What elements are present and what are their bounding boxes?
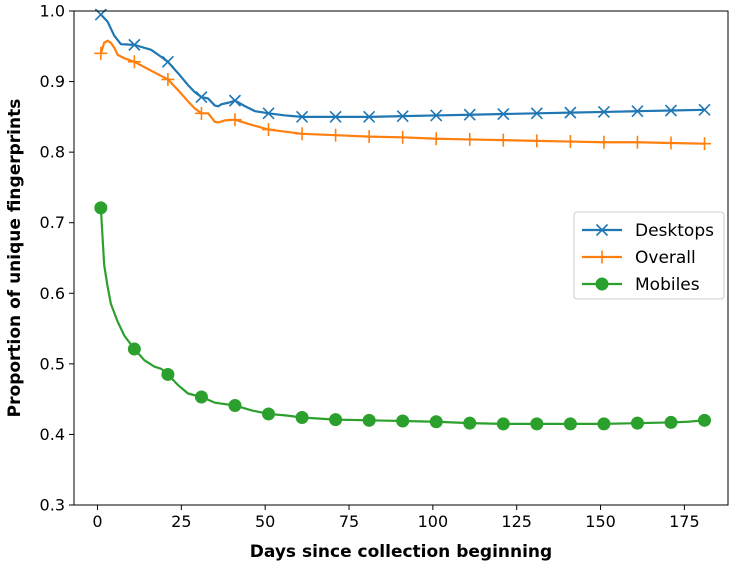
data-point-mobiles [496, 417, 510, 431]
data-point-overall [463, 132, 477, 146]
y-axis-label: Proportion of unique fingerprints [5, 99, 25, 418]
legend-box [573, 211, 725, 300]
data-point-overall [530, 134, 544, 148]
data-point-overall [630, 135, 644, 149]
data-point-mobiles [161, 367, 175, 381]
data-point-desktops [363, 110, 376, 123]
data-point-mobiles [94, 201, 108, 215]
data-point-mobiles [396, 414, 410, 428]
data-point-overall [396, 130, 410, 144]
data-point-mobiles [295, 410, 309, 424]
data-point-mobiles [630, 416, 644, 430]
series-mobiles [94, 201, 712, 431]
y-axis-ticks: 0.3 0.4 0.5 0.6 0.7 0.8 0.9 1.0 [40, 2, 74, 515]
data-point-desktops [430, 109, 443, 122]
y-tick-label: 0.9 [40, 72, 65, 91]
data-point-mobiles [530, 417, 544, 431]
data-point-mobiles [698, 413, 712, 427]
x-axis-ticks: 0 25 50 75 100 125 150 175 [92, 505, 700, 531]
data-point-mobiles [463, 416, 477, 430]
data-point-mobiles [329, 413, 343, 427]
y-tick-label: 0.7 [40, 213, 65, 232]
data-point-overall [597, 135, 611, 149]
data-point-mobiles [664, 415, 678, 429]
x-tick-label: 125 [501, 512, 532, 531]
x-axis-label: Days since collection beginning [250, 542, 552, 562]
data-point-overall [228, 113, 242, 127]
data-point-overall [329, 128, 343, 142]
data-point-overall [194, 106, 208, 120]
data-point-desktops [228, 94, 242, 107]
y-tick-label: 0.4 [40, 425, 65, 444]
legend-marker [595, 223, 609, 237]
data-point-desktops [329, 110, 342, 123]
data-point-desktops [195, 91, 208, 104]
plot-frame [73, 10, 729, 506]
data-point-overall [563, 135, 577, 149]
data-point-mobiles [262, 407, 276, 421]
data-point-overall [262, 123, 276, 137]
data-point-desktops [497, 107, 510, 121]
data-point-mobiles [228, 398, 242, 412]
data-point-mobiles [362, 413, 376, 427]
data-point-desktops [631, 105, 644, 118]
data-point-desktops [564, 106, 577, 119]
series-overall [94, 39, 712, 151]
series-desktops [94, 8, 711, 123]
data-point-mobiles [194, 390, 208, 404]
data-point-overall [94, 46, 108, 60]
data-point-desktops [161, 55, 174, 68]
y-tick-label: 0.3 [40, 496, 65, 515]
y-tick-label: 0.5 [40, 354, 65, 373]
data-point-desktops [664, 104, 678, 117]
data-point-desktops [262, 107, 275, 120]
data-point-overall [496, 133, 510, 147]
legend-marker [595, 277, 609, 291]
y-tick-label: 0.8 [40, 143, 65, 162]
data-point-overall [127, 55, 141, 69]
legend-item-overall: Overall [582, 248, 696, 268]
series-line-overall [99, 39, 705, 145]
x-tick-label: 75 [339, 512, 359, 531]
legend-label: Mobiles [635, 275, 700, 295]
data-point-desktops [698, 103, 711, 116]
y-tick-label: 1.0 [40, 2, 65, 21]
legend: Desktops Overall Mobiles [573, 211, 725, 300]
data-point-desktops [396, 110, 409, 123]
data-point-desktops [463, 108, 476, 121]
legend-label: Desktops [635, 221, 714, 241]
legend-label: Overall [635, 248, 696, 268]
x-tick-label: 50 [255, 512, 275, 531]
x-tick-label: 100 [418, 512, 449, 531]
legend-marker [595, 250, 609, 264]
data-point-desktops [128, 38, 141, 51]
series-line-desktops [100, 13, 705, 118]
data-point-overall [698, 137, 712, 151]
x-tick-label: 0 [92, 512, 102, 531]
data-point-overall [429, 132, 443, 146]
plot-area [94, 8, 712, 431]
data-point-overall [295, 127, 309, 141]
series-line-mobiles [99, 207, 705, 425]
data-point-mobiles [563, 417, 577, 431]
data-point-desktops [530, 107, 543, 120]
data-point-desktops [295, 110, 309, 123]
data-point-mobiles [127, 342, 141, 356]
x-tick-label: 150 [585, 512, 616, 531]
x-tick-label: 25 [171, 512, 191, 531]
y-tick-label: 0.6 [40, 284, 65, 303]
legend-item-mobiles: Mobiles [582, 275, 700, 295]
data-point-desktops [597, 105, 610, 118]
data-point-mobiles [597, 417, 611, 431]
legend-item-desktops: Desktops [582, 221, 714, 241]
data-point-overall [362, 130, 376, 144]
data-point-overall [161, 72, 175, 86]
data-point-mobiles [429, 415, 443, 429]
data-point-overall [664, 136, 678, 150]
x-tick-label: 175 [669, 512, 700, 531]
